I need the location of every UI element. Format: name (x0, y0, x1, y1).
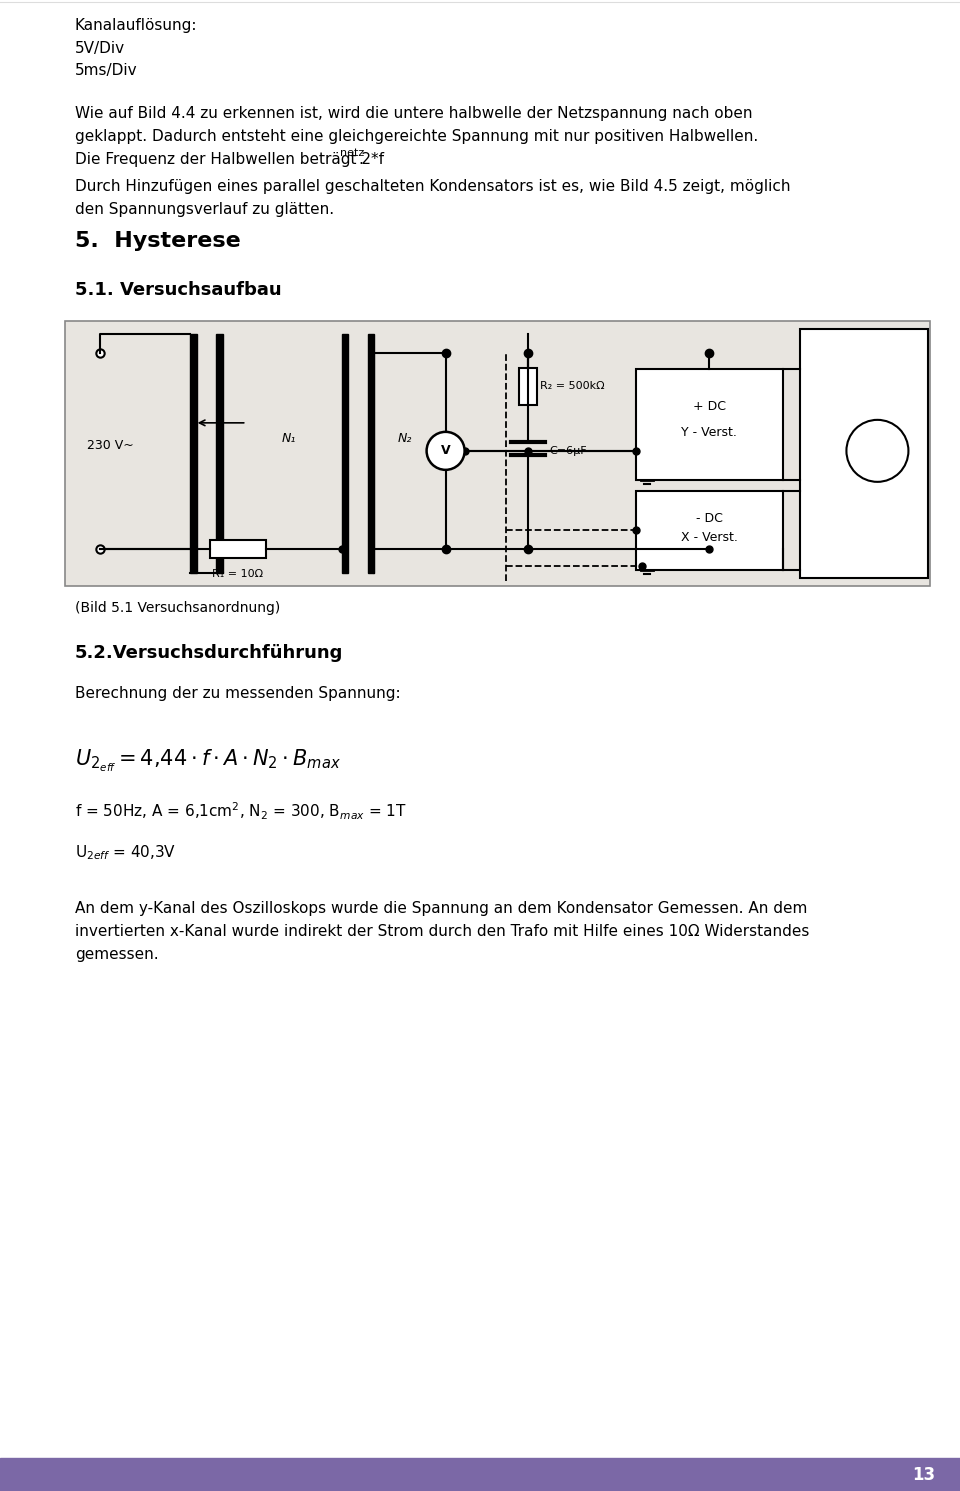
Bar (190, 334, 197, 573)
Bar (636, 368, 783, 480)
Text: 5.1. Versuchsaufbau: 5.1. Versuchsaufbau (75, 280, 281, 300)
Text: netz: netz (340, 148, 365, 158)
Bar (0, 1458, 960, 1491)
Bar (210, 540, 266, 558)
Text: $U_{2_{eff}} = 4{,}44 \cdot f \cdot A \cdot N_2 \cdot B_{max}$: $U_{2_{eff}} = 4{,}44 \cdot f \cdot A \c… (75, 748, 341, 774)
Bar (636, 491, 783, 570)
Text: 13: 13 (912, 1466, 935, 1484)
Text: Die Frequenz der Halbwellen beträgt 2*f: Die Frequenz der Halbwellen beträgt 2*f (75, 152, 384, 167)
Text: 5.  Hysterese: 5. Hysterese (75, 231, 241, 250)
Circle shape (426, 432, 465, 470)
Bar (368, 334, 374, 573)
Text: V: V (441, 444, 450, 458)
Text: U$_{2eff}$ = 40,3V: U$_{2eff}$ = 40,3V (75, 842, 176, 862)
Text: Y - Verst.: Y - Verst. (682, 426, 737, 438)
Text: C=6μF: C=6μF (550, 446, 588, 456)
Text: N₁: N₁ (281, 432, 296, 446)
Text: X - Verst.: X - Verst. (681, 531, 738, 544)
Text: 230 V~: 230 V~ (86, 440, 133, 452)
Text: gemessen.: gemessen. (75, 947, 158, 962)
Bar (518, 368, 537, 404)
Text: (Bild 5.1 Versuchsanordnung): (Bild 5.1 Versuchsanordnung) (75, 601, 280, 614)
Text: f = 50Hz, A = 6,1cm$^2$, N$_2$ = 300, B$_{max}$ = 1T: f = 50Hz, A = 6,1cm$^2$, N$_2$ = 300, B$… (75, 801, 407, 823)
Text: R₁ = 10Ω: R₁ = 10Ω (212, 570, 264, 579)
Bar (342, 334, 348, 573)
Text: N₂: N₂ (398, 432, 413, 446)
Text: geklappt. Dadurch entsteht eine gleichgereichte Spannung mit nur positiven Halbw: geklappt. Dadurch entsteht eine gleichge… (75, 130, 758, 145)
Text: 5V/Div: 5V/Div (75, 40, 125, 57)
Bar (801, 330, 928, 579)
Text: den Spannungsverlauf zu glätten.: den Spannungsverlauf zu glätten. (75, 201, 334, 218)
Bar (216, 334, 223, 573)
Text: An dem y-Kanal des Oszilloskops wurde die Spannung an dem Kondensator Gemessen. : An dem y-Kanal des Oszilloskops wurde di… (75, 901, 807, 915)
Text: 5.2.Versuchsdurchführung: 5.2.Versuchsdurchführung (75, 644, 344, 662)
Text: Berechnung der zu messenden Spannung:: Berechnung der zu messenden Spannung: (75, 686, 400, 701)
Text: 5ms/Div: 5ms/Div (75, 63, 137, 78)
Text: Durch Hinzufügen eines parallel geschalteten Kondensators ist es, wie Bild 4.5 z: Durch Hinzufügen eines parallel geschalt… (75, 179, 790, 194)
Text: invertierten x-Kanal wurde indirekt der Strom durch den Trafo mit Hilfe eines 10: invertierten x-Kanal wurde indirekt der … (75, 924, 809, 939)
Text: .: . (359, 152, 364, 167)
Text: - DC: - DC (696, 511, 723, 525)
FancyBboxPatch shape (65, 321, 930, 586)
Text: Kanalauflösung:: Kanalauflösung: (75, 18, 198, 33)
Circle shape (847, 420, 908, 482)
Text: + DC: + DC (693, 400, 726, 413)
Text: R₂ = 500kΩ: R₂ = 500kΩ (540, 382, 605, 391)
Text: Wie auf Bild 4.4 zu erkennen ist, wird die untere halbwelle der Netzspannung nac: Wie auf Bild 4.4 zu erkennen ist, wird d… (75, 106, 753, 121)
